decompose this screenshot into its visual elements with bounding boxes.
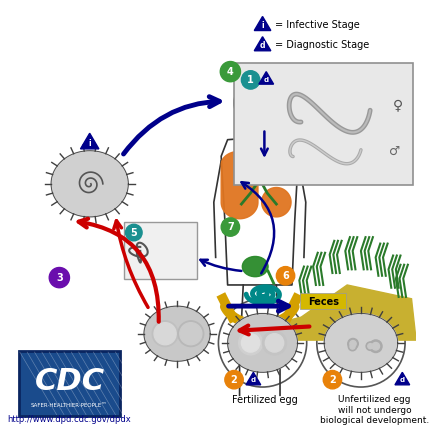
Polygon shape (144, 306, 210, 361)
Circle shape (276, 267, 294, 285)
Circle shape (224, 370, 243, 389)
Text: 5: 5 (130, 228, 137, 237)
Polygon shape (220, 151, 257, 219)
Polygon shape (227, 314, 297, 372)
Text: ♂: ♂ (388, 145, 399, 158)
FancyBboxPatch shape (299, 293, 345, 309)
Circle shape (49, 268, 69, 288)
Circle shape (368, 340, 381, 353)
Text: 2: 2 (328, 375, 335, 385)
Text: Unfertilized egg
will not undergo
biological development.: Unfertilized egg will not undergo biolog… (319, 395, 428, 425)
Text: ♀: ♀ (392, 99, 402, 113)
Circle shape (348, 342, 356, 351)
Circle shape (179, 323, 201, 345)
Text: SAFER·HEALTHIER·PEOPLE™: SAFER·HEALTHIER·PEOPLE™ (31, 403, 108, 408)
Text: = Infective Stage: = Infective Stage (275, 20, 359, 30)
Circle shape (322, 370, 341, 389)
Polygon shape (80, 133, 99, 149)
Text: http://www.dpd.cdc.gov/dpdx: http://www.dpd.cdc.gov/dpdx (7, 415, 131, 424)
FancyBboxPatch shape (19, 351, 120, 416)
Text: d: d (250, 377, 255, 383)
Text: Fertilized egg: Fertilized egg (231, 395, 296, 405)
Text: 4: 4 (227, 66, 233, 77)
Polygon shape (254, 16, 270, 31)
Ellipse shape (242, 256, 267, 277)
Text: 3: 3 (56, 272, 62, 283)
Text: d: d (399, 377, 404, 383)
Circle shape (262, 331, 286, 355)
Circle shape (238, 331, 262, 355)
Polygon shape (258, 72, 273, 84)
Circle shape (349, 341, 355, 347)
Text: CDC: CDC (34, 367, 104, 396)
Circle shape (365, 342, 374, 350)
Text: 1: 1 (247, 75, 253, 85)
Text: i: i (261, 21, 263, 30)
Circle shape (178, 321, 203, 346)
Text: 6: 6 (282, 271, 288, 281)
Polygon shape (254, 37, 270, 51)
Polygon shape (273, 285, 415, 340)
Circle shape (154, 323, 176, 345)
Circle shape (152, 321, 178, 346)
FancyBboxPatch shape (123, 222, 197, 280)
Circle shape (241, 334, 259, 352)
FancyBboxPatch shape (233, 63, 412, 185)
Text: Feces: Feces (307, 296, 338, 307)
Text: i: i (88, 139, 91, 148)
Text: d: d (263, 77, 268, 83)
Polygon shape (261, 187, 290, 217)
Polygon shape (246, 372, 260, 385)
Circle shape (241, 71, 259, 89)
Polygon shape (394, 372, 409, 385)
Circle shape (125, 224, 142, 241)
Circle shape (220, 62, 240, 82)
Circle shape (349, 344, 354, 349)
Polygon shape (51, 151, 128, 217)
Text: 7: 7 (227, 222, 233, 232)
Circle shape (347, 338, 358, 349)
Text: = Diagnostic Stage: = Diagnostic Stage (275, 40, 369, 50)
Polygon shape (323, 314, 397, 372)
Circle shape (371, 342, 378, 350)
Circle shape (265, 334, 283, 352)
Circle shape (367, 344, 372, 349)
Circle shape (220, 218, 239, 236)
Text: 2: 2 (230, 375, 237, 385)
Text: d: d (259, 41, 265, 51)
